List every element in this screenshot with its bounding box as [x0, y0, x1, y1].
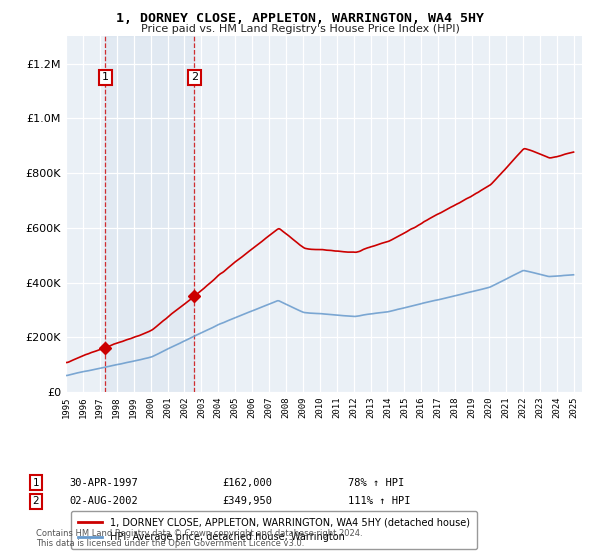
Text: 1: 1 — [102, 72, 109, 82]
Text: This data is licensed under the Open Government Licence v3.0.: This data is licensed under the Open Gov… — [36, 539, 304, 548]
Legend: 1, DORNEY CLOSE, APPLETON, WARRINGTON, WA4 5HY (detached house), HPI: Average pr: 1, DORNEY CLOSE, APPLETON, WARRINGTON, W… — [71, 511, 476, 549]
Text: 78% ↑ HPI: 78% ↑ HPI — [348, 478, 404, 488]
Text: 1: 1 — [32, 478, 40, 488]
Text: 2: 2 — [191, 72, 198, 82]
Text: 1, DORNEY CLOSE, APPLETON, WARRINGTON, WA4 5HY: 1, DORNEY CLOSE, APPLETON, WARRINGTON, W… — [116, 12, 484, 25]
Text: 30-APR-1997: 30-APR-1997 — [69, 478, 138, 488]
Text: £162,000: £162,000 — [222, 478, 272, 488]
Text: 02-AUG-2002: 02-AUG-2002 — [69, 496, 138, 506]
Text: 111% ↑ HPI: 111% ↑ HPI — [348, 496, 410, 506]
Text: 2: 2 — [32, 496, 40, 506]
Text: £349,950: £349,950 — [222, 496, 272, 506]
Text: Contains HM Land Registry data © Crown copyright and database right 2024.: Contains HM Land Registry data © Crown c… — [36, 529, 362, 538]
Bar — [106, 36, 194, 392]
Text: Price paid vs. HM Land Registry's House Price Index (HPI): Price paid vs. HM Land Registry's House … — [140, 24, 460, 34]
